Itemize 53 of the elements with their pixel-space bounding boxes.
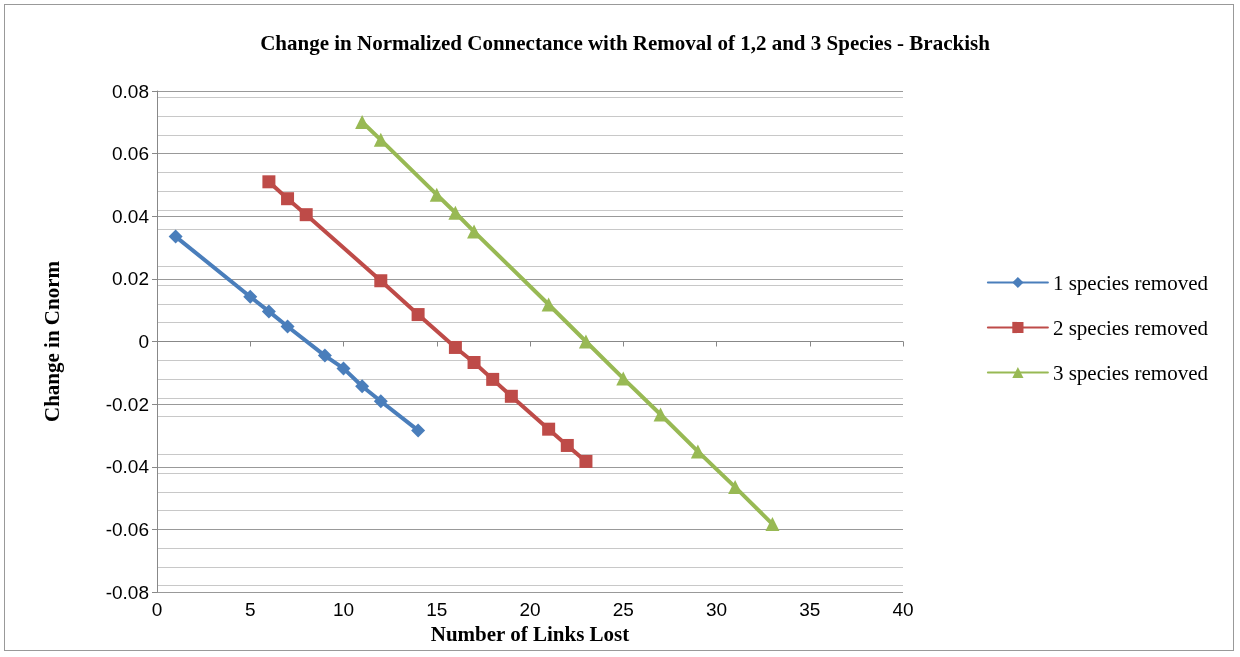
- x-tick-label: 15: [426, 599, 448, 620]
- legend-label: 2 species removed: [1052, 315, 1209, 340]
- x-tick-label: 5: [244, 599, 256, 620]
- point: [411, 423, 426, 438]
- point: [411, 308, 425, 322]
- legend-label: 1 species removed: [1052, 270, 1209, 295]
- point: [336, 361, 351, 376]
- point: [448, 340, 462, 354]
- point: [261, 304, 276, 319]
- x-tick-label: 25: [612, 599, 634, 620]
- point: [168, 229, 183, 244]
- point: [280, 319, 295, 334]
- point: [542, 422, 556, 436]
- y-tick-label: -0.08: [105, 581, 149, 603]
- y-tick-label: -0.02: [105, 393, 149, 415]
- point: [262, 175, 276, 189]
- point: [541, 297, 556, 312]
- point: [467, 355, 481, 369]
- y-tick-label: -0.06: [105, 518, 149, 540]
- x-tick-label: 20: [519, 599, 541, 620]
- point: [690, 444, 705, 459]
- point: [317, 348, 332, 363]
- y-tick-label: -0.04: [105, 456, 150, 478]
- point: [486, 372, 500, 386]
- point: [373, 394, 388, 409]
- x-tick-label: 35: [799, 599, 821, 620]
- y-axis-title: Change in Cnorm: [39, 260, 64, 423]
- point: [765, 517, 780, 532]
- y-tick-label: 0.02: [112, 268, 149, 290]
- legend-label: 3 species removed: [1052, 360, 1209, 385]
- x-tick-label: 40: [892, 599, 914, 620]
- point: [579, 454, 593, 468]
- point: [373, 132, 388, 147]
- point: [578, 334, 593, 349]
- x-tick-label: 10: [332, 599, 355, 620]
- y-tick-label: 0.08: [112, 80, 149, 102]
- chart-title: Change in Normalized Connectance with Removal of 1,2 and 3 Species - Brackish: [260, 30, 991, 55]
- point: [448, 205, 463, 220]
- point: [355, 379, 370, 394]
- y-tick-label: 0.04: [112, 205, 150, 227]
- point: [504, 389, 518, 403]
- point: [243, 289, 258, 304]
- point: [281, 192, 295, 206]
- point: [429, 187, 444, 202]
- x-axis-title: Number of Links Lost: [430, 622, 630, 647]
- point: [374, 274, 388, 288]
- point: [653, 407, 668, 422]
- x-tick-label: 30: [705, 599, 728, 620]
- y-tick-label: 0.06: [112, 143, 149, 165]
- point: [299, 208, 313, 222]
- x-tick-label: 0: [151, 599, 163, 620]
- y-tick-label: 0: [138, 331, 149, 352]
- point: [560, 438, 574, 452]
